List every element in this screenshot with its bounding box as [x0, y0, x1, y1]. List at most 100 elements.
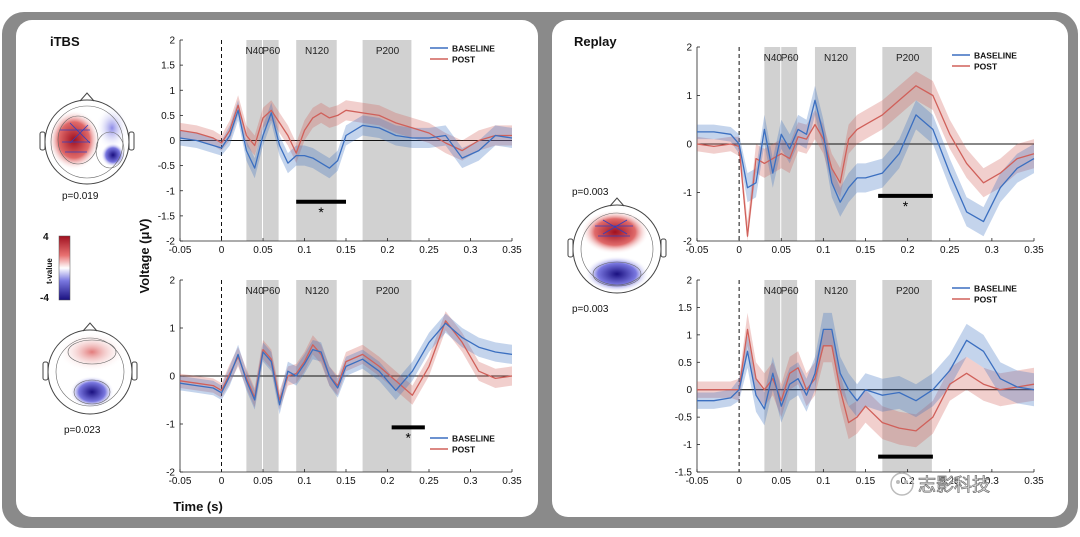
chart-itbs-bottom-y-tick-label: 1 — [169, 324, 175, 335]
p-value-itbs-bottom: p=0.023 — [64, 425, 101, 436]
chart-replay-bottom-y-tick-label: 1.5 — [678, 303, 692, 314]
chart-itbs-top-x-tick-label: 0.25 — [419, 245, 439, 256]
chart-replay-bottom-window-label: N40 — [764, 286, 783, 297]
chart-itbs-top-legend-label: BASELINE — [452, 44, 495, 54]
chart-replay-bottom-y-tick-label: -1.5 — [675, 468, 693, 479]
chart-replay-top-x-tick-label: 0.2 — [901, 245, 915, 256]
chart-itbs-bottom-x-tick-label: 0.05 — [253, 476, 273, 487]
chart-replay-bottom-x-tick-label: 0.25 — [940, 476, 960, 487]
chart-replay-top-significance-star: * — [903, 198, 909, 214]
chart-replay-bottom-window-label: P60 — [781, 286, 799, 297]
chart-replay-top-y-tick-label: 0 — [686, 140, 692, 151]
chart-itbs-top-window-label: P60 — [262, 46, 280, 57]
topomap-replay — [567, 197, 667, 294]
chart-replay-top-x-tick-label: 0.25 — [940, 245, 960, 256]
chart-replay-bottom-line-baseline — [697, 328, 1035, 410]
chart-replay-bottom-y-tick-label: -0.5 — [675, 413, 693, 424]
chart-itbs-top-window-label: P200 — [376, 46, 400, 57]
chart-itbs-bottom-x-tick-label: 0.3 — [464, 476, 478, 487]
chart-itbs-bottom-legend-label: POST — [452, 445, 476, 455]
chart-itbs-bottom-x-tick-label: 0.35 — [502, 476, 522, 487]
chart-replay-bottom-window-n120 — [814, 280, 857, 472]
chart-itbs-bottom-window-label: N40 — [246, 286, 265, 297]
chart-itbs-top-significance-star: * — [318, 204, 324, 220]
chart-itbs-top-y-tick-label: 1 — [169, 86, 175, 97]
chart-replay-top-x-tick-label: -0.05 — [686, 245, 709, 256]
chart-replay-bottom-band-post — [697, 312, 1034, 448]
chart-itbs-top-line-post — [179, 104, 512, 154]
chart-itbs-top-line-baseline — [179, 109, 513, 169]
chart-itbs-bottom-y-tick-label: -1 — [166, 420, 175, 431]
chart-replay-top-y-tick-label: -1 — [683, 188, 692, 199]
chart-itbs-top-y-tick-label: 0.5 — [161, 111, 175, 122]
chart-replay-top-legend-label: POST — [974, 62, 998, 72]
chart-itbs-top-x-tick-label: 0.2 — [381, 245, 395, 256]
chart-itbs-top-x-tick-label: 0.3 — [464, 245, 478, 256]
chart-itbs-bottom-x-tick-label: 0 — [219, 476, 225, 487]
chart-replay-bottom-line-post — [697, 328, 1035, 432]
chart-replay-top-x-tick-label: 0.3 — [985, 245, 999, 256]
chart-itbs-bottom-y-tick-label: -2 — [166, 468, 175, 479]
replay-panel-title: Replay — [574, 34, 617, 49]
chart-replay-top-window-label: N40 — [764, 53, 783, 64]
chart-itbs-top-x-tick-label: 0.35 — [502, 245, 522, 256]
plot-replay-bottom: N40P60N120P200-0.0500.050.10.150.20.250.… — [675, 276, 1044, 488]
chart-replay-bottom-x-tick-label: 0.1 — [816, 476, 830, 487]
chart-replay-bottom-x-tick-label: 0.3 — [985, 476, 999, 487]
colorbar — [58, 235, 71, 301]
chart-itbs-bottom-band-post — [180, 311, 512, 410]
chart-itbs-top-x-tick-label: 0.05 — [253, 245, 273, 256]
chart-itbs-top-y-tick-label: -2 — [166, 237, 175, 248]
chart-itbs-top-x-tick-label: 0.1 — [298, 245, 312, 256]
chart-itbs-top-y-tick-label: -1.5 — [158, 211, 176, 222]
chart-itbs-bottom-window-label: N120 — [305, 286, 329, 297]
chart-itbs-top-band-post — [180, 95, 512, 164]
chart-replay-top-y-tick-label: 1 — [686, 91, 692, 102]
chart-replay-top-line-baseline — [697, 99, 1035, 223]
chart-itbs-top-band-baseline — [180, 100, 512, 179]
chart-replay-top-x-tick-label: 0.35 — [1024, 245, 1044, 256]
chart-itbs-bottom-x-tick-label: -0.05 — [169, 476, 192, 487]
chart-itbs-top-window-label: N120 — [305, 46, 329, 57]
chart-itbs-bottom-x-tick-label: 0.1 — [298, 476, 312, 487]
chart-replay-bottom-window-label: P200 — [896, 286, 920, 297]
chart-replay-top-x-tick-label: 0.1 — [816, 245, 830, 256]
p-value-replay-bottom: p=0.003 — [572, 304, 609, 315]
y-axis-label: Voltage (μV) — [137, 219, 152, 294]
chart-itbs-bottom-band-baseline — [180, 313, 512, 415]
chart-itbs-bottom-x-tick-label: 0.25 — [419, 476, 439, 487]
chart-replay-top-y-tick-label: -2 — [683, 237, 692, 248]
chart-itbs-bottom-x-tick-label: 0.2 — [381, 476, 395, 487]
chart-replay-bottom-x-tick-label: -0.05 — [686, 476, 709, 487]
chart-itbs-top-window-label: N40 — [246, 46, 265, 57]
chart-itbs-bottom-significance-star: * — [406, 429, 412, 445]
chart-itbs-top-legend-label: POST — [452, 55, 476, 65]
chart-itbs-top-y-tick-label: -0.5 — [158, 161, 176, 172]
chart-replay-top-legend-label: BASELINE — [974, 51, 1017, 61]
chart-replay-top-x-tick-label: 0.15 — [856, 245, 876, 256]
colorbar-max-label: 4 — [43, 232, 49, 243]
itbs-panel-title: iTBS — [50, 34, 80, 49]
chart-itbs-top-y-tick-label: 2 — [169, 36, 175, 47]
chart-replay-top-window-label: N120 — [824, 53, 848, 64]
chart-itbs-bottom-window-label: P60 — [262, 286, 280, 297]
chart-replay-top-band-baseline — [697, 85, 1034, 237]
colorbar-min-label: -4 — [40, 293, 49, 304]
chart-replay-bottom-x-tick-label: 0.05 — [772, 476, 792, 487]
chart-replay-bottom-x-tick-label: 0.15 — [856, 476, 876, 487]
chart-itbs-bottom-y-tick-label: 0 — [169, 372, 175, 383]
topomap-itbs-bottom — [42, 322, 138, 415]
chart-itbs-top-x-tick-label: 0.15 — [336, 245, 356, 256]
chart-itbs-bottom-legend-label: BASELINE — [452, 434, 495, 444]
p-value-itbs-top: p=0.019 — [62, 191, 99, 202]
watermark-text: 志影科技 — [918, 475, 990, 495]
chart-replay-bottom-y-tick-label: 0.5 — [678, 358, 692, 369]
topomap-itbs-top — [39, 92, 135, 185]
chart-replay-bottom-y-tick-label: 2 — [686, 276, 692, 287]
watermark: 志影科技 — [890, 472, 990, 496]
chart-itbs-bottom-line-baseline — [179, 322, 513, 406]
chart-replay-top-window-label: P60 — [781, 53, 799, 64]
